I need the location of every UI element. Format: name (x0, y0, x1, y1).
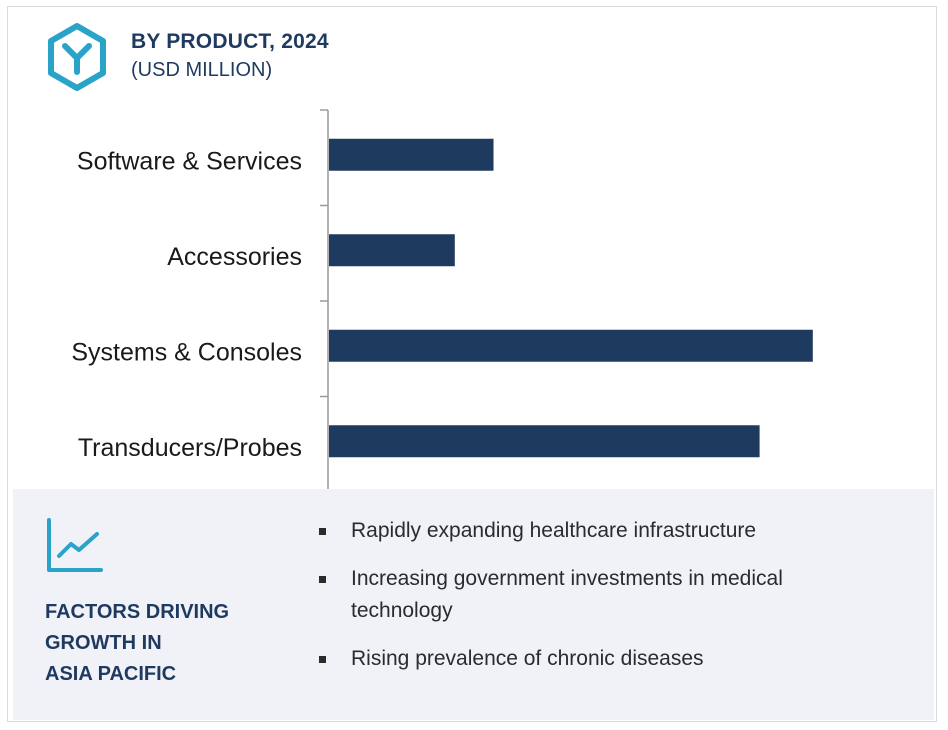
factor-item: Rising prevalence of chronic diseases (316, 643, 916, 675)
factors-list: Rapidly expanding healthcare infrastruct… (316, 515, 916, 691)
category-label: Software & Services (77, 147, 302, 175)
factors-title-line: GROWTH IN (45, 632, 162, 654)
trend-line-chart-icon (47, 518, 103, 572)
factor-item: Rapidly expanding healthcare infrastruct… (316, 515, 916, 547)
bar (329, 425, 760, 458)
factors-title-line: FACTORS DRIVING (45, 601, 230, 623)
hexagon-y-logo-icon (48, 23, 106, 91)
category-label: Transducers/Probes (78, 434, 302, 462)
chart-title: BY PRODUCT, 2024 (131, 30, 329, 53)
category-label: Systems & Consoles (71, 338, 302, 366)
bar (329, 138, 494, 171)
category-label: Accessories (167, 243, 302, 271)
factors-panel: FACTORS DRIVING GROWTH IN ASIA PACIFIC R… (13, 489, 934, 720)
bar (329, 329, 813, 362)
bar (329, 234, 455, 267)
factors-title-line: ASIA PACIFIC (45, 663, 177, 685)
factors-title: FACTORS DRIVING GROWTH IN ASIA PACIFIC (45, 597, 229, 690)
bar-chart: Software & Services Accessories Systems & … (71, 109, 813, 493)
factor-item: Increasing government investments in med… (316, 563, 851, 627)
chart-subtitle: (USD MILLION) (131, 59, 273, 81)
